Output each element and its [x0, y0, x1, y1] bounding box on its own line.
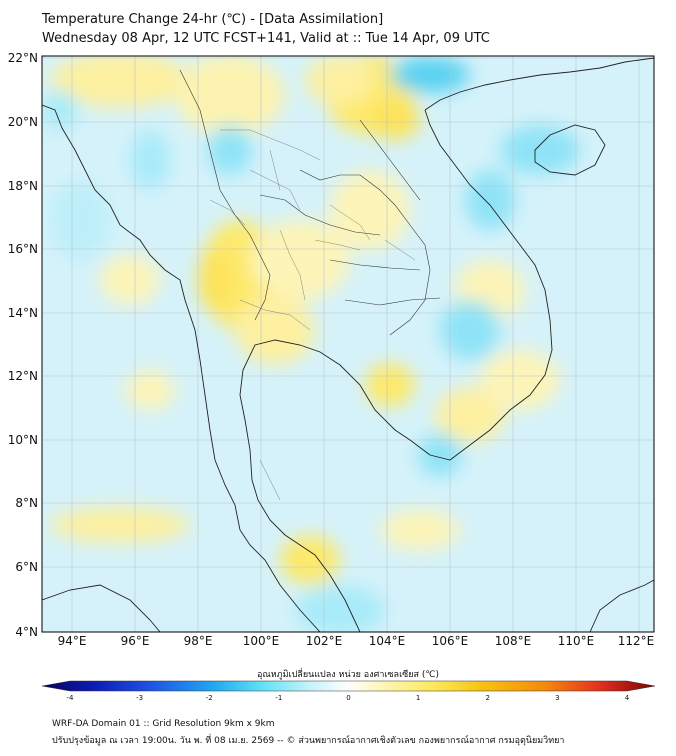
latitude-labels: 22°N 20°N 18°N 16°N 14°N 12°N 10°N 8°N 6…: [8, 51, 38, 639]
lon-label: 106°E: [432, 634, 469, 648]
province-borders: [209, 129, 416, 501]
lon-label: 94°E: [58, 634, 87, 648]
lat-label: 6°N: [15, 560, 38, 574]
colorbar-tick-label: 3: [555, 694, 559, 702]
colorbar-tick-label: 2: [485, 694, 489, 702]
lon-label: 100°E: [243, 634, 280, 648]
colorbar: อุณหภูมิเปลี่ยนแปลง หน่วย องศาเซลเซียส (…: [41, 667, 656, 702]
lat-label: 14°N: [8, 306, 38, 320]
lat-label: 22°N: [8, 51, 38, 65]
lon-label: 104°E: [369, 634, 406, 648]
colorbar-tick-label: -4: [67, 694, 75, 702]
map-field: [42, 56, 654, 632]
lat-label: 10°N: [8, 433, 38, 447]
lat-label: 18°N: [8, 179, 38, 193]
lat-label: 4°N: [15, 625, 38, 639]
footer-credit: ปรับปรุงข้อมูล ณ เวลา 19:00น. วัน พ. ที่…: [52, 736, 565, 746]
map-frame: [41, 55, 655, 633]
lon-label: 110°E: [558, 634, 595, 648]
lon-label: 102°E: [306, 634, 343, 648]
colorbar-tick-label: 4: [625, 694, 630, 702]
country-borders: [179, 69, 441, 336]
lat-label: 20°N: [8, 115, 38, 129]
graticule: [42, 56, 654, 632]
colorbar-tick-label: 1: [416, 694, 420, 702]
lat-label: 8°N: [15, 496, 38, 510]
lon-label: 108°E: [495, 634, 532, 648]
colorbar-tick-label: -1: [275, 694, 282, 702]
map-subtitle: Wednesday 08 Apr, 12 UTC FCST+141, Valid…: [42, 31, 490, 46]
lon-label: 112°E: [618, 634, 655, 648]
map-title: Temperature Change 24-hr (℃) - [Data Ass…: [42, 12, 384, 27]
colorbar-tick-label: 0: [346, 694, 350, 702]
colorbar-title: อุณหภูมิเปลี่ยนแปลง หน่วย องศาเซลเซียส (…: [257, 667, 439, 680]
colorbar-tick-label: -3: [136, 694, 143, 702]
lon-label: 96°E: [121, 634, 150, 648]
colorbar-ticks: -4 -3 -2 -1 0 1 2 3 4: [67, 694, 630, 702]
colorbar-tick-label: -2: [206, 694, 213, 702]
lat-label: 12°N: [8, 369, 38, 383]
coastlines: [42, 57, 654, 632]
colorbar-bar: [41, 680, 656, 692]
lat-label: 16°N: [8, 242, 38, 256]
lon-label: 98°E: [184, 634, 213, 648]
longitude-labels: 94°E 96°E 98°E 100°E 102°E 104°E 106°E 1…: [58, 634, 655, 648]
footer-resolution: WRF-DA Domain 01 :: Grid Resolution 9km …: [52, 719, 275, 729]
